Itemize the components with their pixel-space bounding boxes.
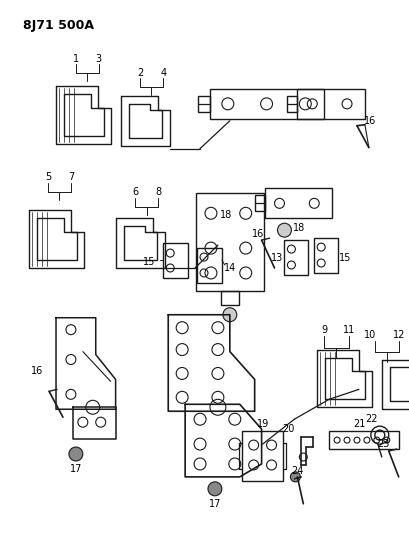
Text: 6: 6 <box>132 188 138 197</box>
Text: 15: 15 <box>143 257 155 267</box>
Text: 12: 12 <box>391 329 404 340</box>
Text: 18: 18 <box>219 210 231 220</box>
Text: 16: 16 <box>363 116 375 126</box>
Bar <box>328 431 398 449</box>
Circle shape <box>290 472 300 482</box>
Bar <box>264 188 331 218</box>
Text: 2: 2 <box>137 68 143 78</box>
Text: 9: 9 <box>320 325 326 335</box>
Text: 8: 8 <box>155 188 161 197</box>
Text: 16: 16 <box>251 229 263 239</box>
Text: 3: 3 <box>95 54 101 64</box>
Text: 11: 11 <box>342 325 354 335</box>
Text: 8J71 500A: 8J71 500A <box>23 19 94 33</box>
Text: 24: 24 <box>290 466 303 476</box>
Text: 1: 1 <box>73 54 79 64</box>
Bar <box>313 238 337 273</box>
Text: 19: 19 <box>256 419 268 429</box>
Bar <box>163 243 188 278</box>
Text: 5: 5 <box>45 173 51 182</box>
Bar <box>196 193 263 291</box>
Text: 18: 18 <box>292 223 305 233</box>
Bar <box>297 89 364 119</box>
Circle shape <box>222 308 236 322</box>
Bar <box>198 96 209 112</box>
Bar <box>254 196 264 211</box>
Text: 17: 17 <box>70 464 82 474</box>
Circle shape <box>277 223 291 237</box>
Circle shape <box>207 482 221 496</box>
Text: 7: 7 <box>67 173 74 182</box>
Bar <box>197 248 221 283</box>
Text: 20: 20 <box>281 424 294 434</box>
Text: 21: 21 <box>352 419 364 429</box>
Text: 10: 10 <box>363 329 375 340</box>
Text: 15: 15 <box>338 253 351 263</box>
Bar <box>241 431 283 481</box>
Bar <box>287 96 297 112</box>
Text: 14: 14 <box>223 263 236 273</box>
Text: 16: 16 <box>31 367 43 376</box>
Bar <box>209 89 324 119</box>
Text: 4: 4 <box>160 68 166 78</box>
Text: 22: 22 <box>365 414 377 424</box>
Circle shape <box>69 447 83 461</box>
Text: 13: 13 <box>270 253 283 263</box>
Text: 23: 23 <box>377 439 389 449</box>
Bar <box>284 240 308 275</box>
Bar <box>220 291 238 305</box>
Text: 17: 17 <box>208 499 220 509</box>
